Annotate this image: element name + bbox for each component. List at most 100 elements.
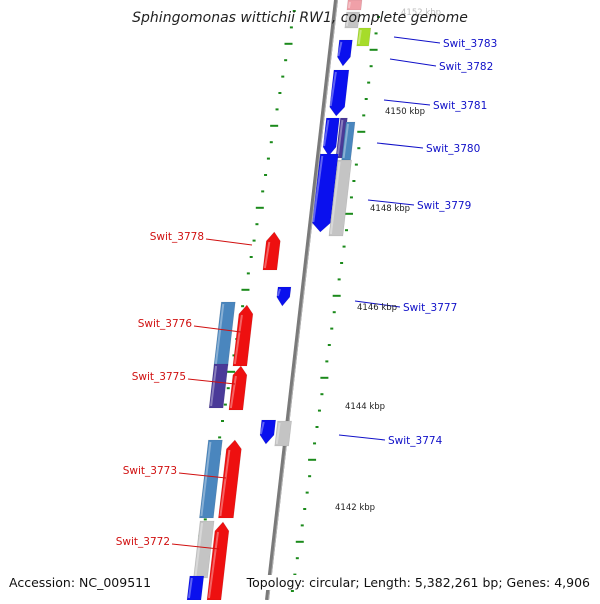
tick-mark-outer bbox=[317, 409, 321, 412]
label-swit-3772: Swit_3772 bbox=[116, 536, 170, 548]
gene-block-blue-3773-highlight bbox=[200, 441, 212, 517]
tick-mark-inner bbox=[241, 305, 245, 308]
tick-mark-outer bbox=[352, 180, 356, 182]
label-swit-3777-leader bbox=[354, 300, 401, 308]
gene-block-swit-3773 bbox=[218, 439, 242, 519]
tick-mark-inner bbox=[226, 387, 230, 390]
tick-mark-outer bbox=[367, 81, 371, 84]
gene-block-swit-3775 bbox=[228, 365, 248, 411]
tick-mark-inner bbox=[255, 206, 264, 209]
gene-block-purple-3780-highlight bbox=[336, 119, 344, 157]
gene-block-blue-3773 bbox=[199, 439, 223, 519]
gene-block-swit-3773-highlight bbox=[219, 449, 231, 517]
genome-backbone-highlight bbox=[268, 0, 338, 601]
label-swit-3780-leader bbox=[376, 142, 424, 149]
label-swit-3780: Swit_3780 bbox=[426, 143, 480, 155]
tick-mark-outer bbox=[369, 65, 373, 68]
label-swit-3783: Swit_3783 bbox=[443, 38, 497, 50]
tick-mark-inner bbox=[270, 124, 279, 127]
tick-mark-outer bbox=[344, 212, 353, 215]
tick-mark-outer bbox=[345, 229, 349, 232]
label-swit-3773-leader bbox=[178, 472, 227, 479]
gene-block-swit-3779 bbox=[312, 153, 339, 233]
scale-label: 4148 kbp bbox=[370, 204, 410, 214]
scale-label: 4152 kbp bbox=[401, 8, 441, 18]
gene-block-swit-3777 bbox=[276, 286, 292, 307]
label-swit-3778-leader bbox=[205, 238, 253, 246]
gene-block-purple-3775 bbox=[208, 363, 229, 409]
gene-block-swit-3781-highlight bbox=[329, 71, 337, 107]
gene-block-pink-highlight bbox=[347, 1, 351, 9]
tick-mark-inner bbox=[281, 75, 285, 78]
label-swit-3774-leader bbox=[338, 434, 386, 441]
gene-block-blue-3776-highlight bbox=[214, 303, 225, 365]
label-swit-3775-leader bbox=[187, 378, 236, 385]
label-swit-3772-leader bbox=[171, 543, 220, 550]
gene-block-blue-3776 bbox=[213, 301, 236, 367]
gene-block-swit-3774-a-highlight bbox=[259, 421, 265, 435]
tick-mark-outer bbox=[303, 508, 307, 510]
tick-mark-inner bbox=[203, 518, 207, 521]
tick-mark-inner bbox=[278, 92, 282, 94]
tick-mark-inner bbox=[249, 256, 253, 258]
gene-block-swit-3780 bbox=[322, 117, 340, 157]
tick-mark-outer bbox=[290, 590, 294, 592]
tick-mark-outer bbox=[320, 376, 329, 379]
gene-block-pink bbox=[346, 0, 363, 11]
tick-mark-inner bbox=[275, 108, 279, 111]
tick-mark-inner bbox=[284, 42, 293, 45]
label-leader-lines bbox=[171, 36, 441, 550]
gene-block-swit-3778 bbox=[262, 231, 281, 271]
tick-mark-inner bbox=[218, 436, 222, 439]
label-swit-3776-leader bbox=[193, 325, 242, 333]
tick-mark-inner bbox=[241, 288, 250, 291]
tick-mark-outer bbox=[357, 147, 361, 150]
tick-mark-inner bbox=[221, 420, 224, 422]
tick-mark-inner bbox=[261, 190, 265, 193]
gene-block-swit-3778-highlight bbox=[263, 241, 271, 269]
gene-block-purple-3775-highlight bbox=[210, 365, 218, 407]
label-swit-3779: Swit_3779 bbox=[417, 200, 471, 212]
gene-block-gray-3772-highlight bbox=[194, 522, 204, 577]
scale-label: 4146 kbp bbox=[357, 303, 397, 313]
tick-mark-outer bbox=[377, 16, 380, 18]
gene-block-gray-3772 bbox=[193, 520, 215, 579]
tick-mark-outer bbox=[308, 458, 317, 461]
gene-block-swit-3779-highlight bbox=[312, 155, 324, 223]
gene-block-swit-3781 bbox=[329, 69, 350, 117]
accession-label: Accession: NC_009511 bbox=[9, 575, 152, 590]
label-swit-3782-leader bbox=[389, 58, 437, 67]
scale-label: 4142 kbp bbox=[335, 503, 375, 513]
gene-features bbox=[186, 0, 372, 601]
gene-block-swit-3780-highlight bbox=[323, 119, 330, 147]
tick-mark-inner bbox=[284, 59, 288, 62]
gene-block-lime bbox=[356, 27, 372, 47]
tick-mark-outer bbox=[325, 360, 329, 363]
label-swit-3781: Swit_3781 bbox=[433, 100, 487, 112]
tick-mark-outer bbox=[300, 524, 304, 527]
scale-label: 4144 kbp bbox=[345, 402, 385, 412]
gene-block-gray-3779 bbox=[328, 159, 352, 237]
gene-block-swit-3774-b-highlight bbox=[275, 422, 281, 445]
tick-mark-inner bbox=[252, 239, 256, 242]
label-swit-3776: Swit_3776 bbox=[138, 318, 193, 330]
gene-block-swit-3775-highlight bbox=[229, 375, 237, 409]
gene-block-swit-3776-highlight bbox=[233, 314, 243, 365]
scale-label: 4150 kbp bbox=[385, 107, 425, 117]
label-swit-3779-leader bbox=[367, 199, 415, 206]
gene-block-gray-highlight bbox=[345, 13, 350, 27]
tick-mark-inner bbox=[246, 272, 250, 275]
tick-mark-outer bbox=[342, 245, 346, 248]
map-title: Sphingomonas wittichii RW1, complete gen… bbox=[132, 10, 468, 26]
tick-mark-outer bbox=[364, 98, 368, 100]
label-swit-3782: Swit_3782 bbox=[439, 61, 493, 73]
genome-backbone bbox=[265, 0, 338, 601]
tick-mark-outer bbox=[293, 573, 297, 576]
gene-block-swit-3774-b bbox=[274, 420, 292, 447]
tick-mark-inner bbox=[255, 223, 259, 226]
label-swit-3775: Swit_3775 bbox=[132, 371, 186, 383]
tick-mark-outer bbox=[369, 48, 378, 51]
tick-mark-outer bbox=[330, 327, 334, 330]
